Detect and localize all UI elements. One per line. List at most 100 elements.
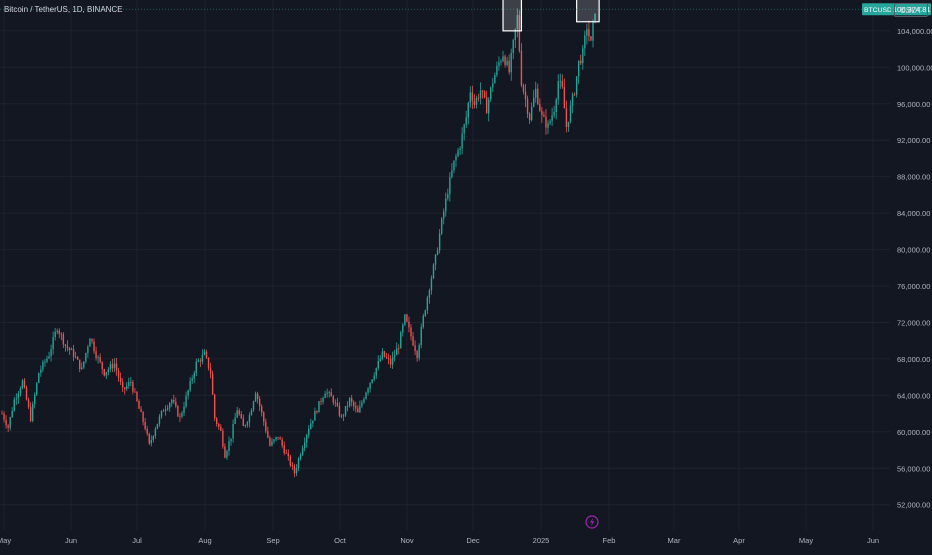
candle-body xyxy=(13,399,15,411)
candle-body xyxy=(312,420,314,424)
candle-body xyxy=(398,348,400,350)
candle-body xyxy=(218,423,220,427)
time-tick-label: Sep xyxy=(266,536,279,545)
candle-body xyxy=(440,218,443,234)
candle-body xyxy=(404,314,406,325)
candle-body xyxy=(330,392,332,397)
candle-body xyxy=(588,29,590,37)
candle-body xyxy=(220,426,222,431)
candle-body xyxy=(508,60,510,73)
candle-body xyxy=(344,405,347,416)
candle-body xyxy=(238,410,240,415)
candle-body xyxy=(81,367,83,370)
candle-body xyxy=(310,423,312,429)
candle-body xyxy=(150,439,152,444)
candle-body xyxy=(449,177,451,195)
candle-body xyxy=(367,388,369,393)
candle-body xyxy=(209,368,212,374)
candle-body xyxy=(455,156,457,161)
candle-body xyxy=(44,361,46,363)
symbol-title[interactable]: Bitcoin / TetherUS, 1D, BINANCE xyxy=(4,5,123,14)
candle-body xyxy=(512,39,514,53)
symbol-tag-label: BTCUSDT xyxy=(864,7,896,14)
candle-body xyxy=(38,372,40,383)
candle-body xyxy=(590,36,592,41)
candle-body xyxy=(414,345,416,352)
candle-body xyxy=(199,360,202,362)
candle-body xyxy=(514,28,516,40)
candle-body xyxy=(277,436,279,438)
price-tick-label: 92,000.00 xyxy=(897,136,930,145)
price-tick-label: 68,000.00 xyxy=(897,355,930,364)
candle-body xyxy=(393,355,396,358)
symbol-tag xyxy=(862,3,892,16)
price-tick-label: 72,000.00 xyxy=(897,318,930,327)
candle-body xyxy=(66,345,69,348)
candle-body xyxy=(334,402,337,404)
candle-body xyxy=(406,314,408,322)
candle-body xyxy=(496,65,498,76)
candle-body xyxy=(479,90,482,99)
candle-body xyxy=(87,346,89,354)
candle-body xyxy=(547,123,549,128)
candle-body xyxy=(530,106,533,121)
candle-body xyxy=(56,330,58,332)
candle-body xyxy=(365,392,367,399)
price-tick-label: 80,000.00 xyxy=(897,246,930,255)
candle-body xyxy=(297,458,300,469)
candle-body xyxy=(52,337,54,350)
candle-body xyxy=(355,406,357,409)
candle-body xyxy=(314,411,316,421)
candle-body xyxy=(213,394,216,419)
candle-body xyxy=(70,349,73,351)
candle-body xyxy=(146,429,148,434)
time-axis: May Jun Jul Aug Sep Oct Nov Dec 2025 Feb Mar Apr May… xyxy=(0,536,879,545)
candle-body xyxy=(318,401,320,413)
candle-body xyxy=(152,436,155,440)
candle-body xyxy=(271,441,273,446)
lightning-bolt-icon[interactable] xyxy=(585,515,599,529)
candle-body xyxy=(316,411,318,413)
candle-body xyxy=(36,382,38,395)
candle-body xyxy=(320,401,322,402)
highlight-box xyxy=(502,0,523,32)
candle-body xyxy=(46,358,48,362)
candle-body xyxy=(418,345,420,359)
candle-body xyxy=(594,13,596,22)
price-tick-label: 56,000.00 xyxy=(897,464,930,473)
candle-body xyxy=(379,358,382,361)
candle-body xyxy=(128,382,130,386)
candle-body xyxy=(573,94,576,96)
candle-body xyxy=(445,198,447,212)
candle-body xyxy=(252,401,255,411)
time-tick-label: Jun xyxy=(867,536,879,545)
candle-body xyxy=(115,363,118,371)
candle-body xyxy=(74,356,77,358)
candle-body xyxy=(29,407,32,421)
price-tick-label: 76,000.00 xyxy=(897,282,930,291)
candle-body xyxy=(563,86,566,109)
lightning-bolt-icon-glyph xyxy=(590,517,595,527)
candle-body xyxy=(121,381,124,388)
candle-body xyxy=(582,48,584,64)
candle-body xyxy=(269,437,271,446)
candle-body xyxy=(15,398,18,400)
candle-body xyxy=(187,390,189,396)
candle-body xyxy=(144,421,146,430)
candle-body xyxy=(48,356,50,359)
candle-body xyxy=(416,351,418,359)
candle-body xyxy=(518,15,521,51)
candle-body xyxy=(113,363,116,369)
currency-button[interactable]: USDT xyxy=(894,3,928,17)
candle-body xyxy=(475,97,478,105)
candle-body xyxy=(232,423,234,439)
candle-body xyxy=(60,333,63,335)
candle-body xyxy=(504,56,506,65)
time-tick-label: Mar xyxy=(668,536,681,545)
candle-body xyxy=(242,418,245,427)
candle-body xyxy=(457,150,459,157)
candle-body xyxy=(522,85,525,92)
candle-body xyxy=(375,367,377,376)
